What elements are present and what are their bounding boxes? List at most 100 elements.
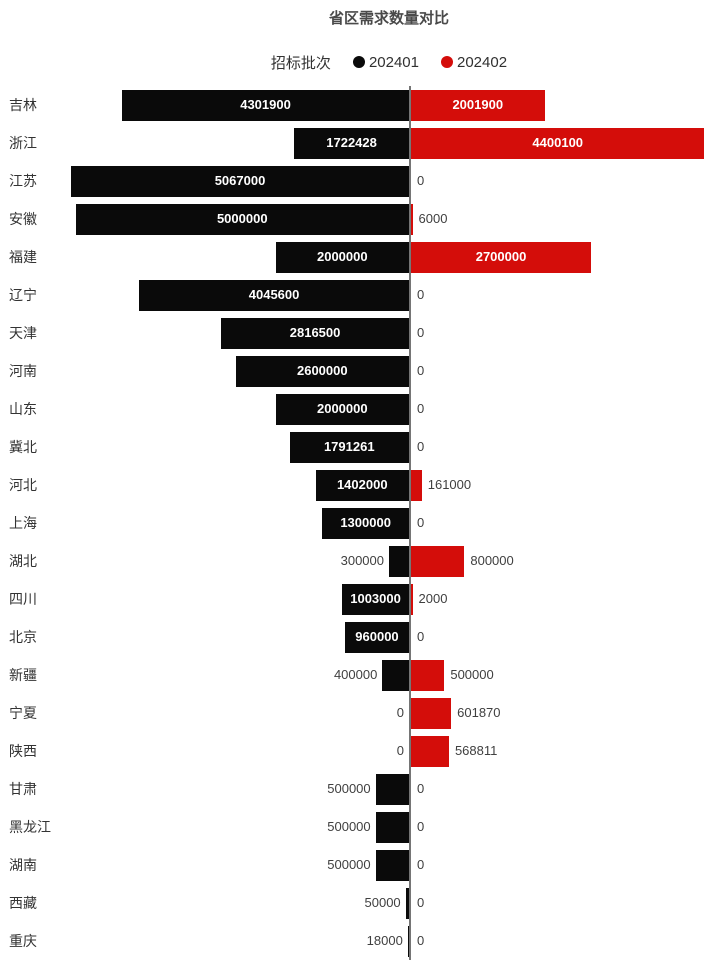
plot-area: 0 568811 [60,732,714,770]
bar-row: 重庆 18000 0 [0,922,714,960]
category-label: 江苏 [9,173,37,189]
value-label-right: 0 [417,857,425,872]
value-label-left: 1003000 [350,591,401,606]
bar-row: 陕西 0 568811 [0,732,714,770]
bar-202402[interactable] [411,241,592,273]
bar-202402[interactable] [411,203,413,235]
value-label-right: 0 [417,933,425,948]
bar-row: 湖北 300000 800000 [0,542,714,580]
bar-202402[interactable] [411,583,413,615]
category-label: 湖南 [9,857,37,873]
bar-202401[interactable] [344,621,409,653]
category-label: 西藏 [9,895,37,911]
bar-row: 江苏 5067000 0 [0,162,714,200]
category-label: 新疆 [9,667,37,683]
bar-row: 天津 2816500 0 [0,314,714,352]
legend-item-202402[interactable]: 202402 [441,54,507,71]
legend-item-202401[interactable]: 202401 [352,54,419,71]
bar-202401[interactable] [322,507,409,539]
value-label-left: 18000 [366,933,403,948]
value-label-left: 300000 [340,553,384,568]
plot-area: 2600000 0 [60,352,714,390]
legend-swatch-black-icon [352,56,365,68]
category-label: 黑龙江 [9,819,51,835]
bar-202402[interactable] [411,545,465,577]
bar-202401[interactable] [75,203,409,235]
value-label-right: 0 [417,325,425,340]
bar-202401[interactable] [389,545,409,577]
value-label-left: 0 [396,743,404,758]
bar-202401[interactable] [375,773,409,805]
legend-swatch-red-icon [441,56,453,68]
bar-202401[interactable] [405,887,409,919]
bar-202401[interactable] [382,659,409,691]
axis-line [409,86,411,960]
category-label: 福建 [9,249,37,265]
bar-202401[interactable] [407,925,409,957]
plot-area: 1791261 0 [60,428,714,466]
value-label-left: 2000000 [316,249,368,264]
bar-row: 吉林 4301900 2001900 [0,86,714,124]
bar-row: 四川 1003000 2000 [0,580,714,618]
bar-202402[interactable] [411,697,452,729]
value-label-left: 1722428 [326,135,377,150]
bar-row: 甘肃 500000 0 [0,770,714,808]
value-label-left: 5067000 [214,173,266,188]
legend-label: 202402 [457,53,508,71]
bar-202402[interactable] [411,735,449,767]
bar-202402[interactable] [411,659,445,691]
plot-area: 0 601870 [60,694,714,732]
bar-row: 冀北 1791261 0 [0,428,714,466]
bar-202401[interactable] [315,469,409,501]
bar-202402[interactable] [411,89,545,121]
bar-202401[interactable] [289,431,409,463]
category-label: 河南 [9,363,37,379]
value-label-left: 500000 [327,819,371,834]
diverging-bar-chart: 吉林 4301900 2001900 浙江 1722428 4400100 江苏 506700… [0,86,714,960]
category-label: 陕西 [9,743,37,759]
bar-202401[interactable] [375,811,409,843]
value-label-right: 500000 [450,667,494,682]
bar-202401[interactable] [221,317,409,349]
value-label-left: 2600000 [296,363,348,378]
bar-row: 辽宁 4045600 0 [0,276,714,314]
category-label: 上海 [9,515,37,531]
value-label-right: 2000 [418,591,448,606]
bar-202401[interactable] [275,393,409,425]
value-label-left: 1300000 [340,515,391,530]
bar-202401[interactable] [235,355,409,387]
value-label-right: 0 [417,515,425,530]
category-label: 浙江 [9,135,37,151]
bar-202402[interactable] [411,469,422,501]
plot-area: 1300000 0 [60,504,714,542]
bar-202401[interactable] [294,127,409,159]
bar-202401[interactable] [122,89,409,121]
plot-area: 5067000 0 [60,162,714,200]
category-label: 重庆 [9,933,37,949]
plot-area: 960000 0 [60,618,714,656]
chart-title: 省区需求数量对比 [328,10,449,27]
plot-area: 300000 800000 [60,542,714,580]
value-label-right: 2001900 [452,97,504,112]
legend-title: 招标批次 [270,54,331,72]
value-label-right: 0 [417,287,425,302]
category-label: 吉林 [9,97,37,113]
bar-row: 浙江 1722428 4400100 [0,124,714,162]
category-label: 冀北 [9,439,37,455]
plot-area: 500000 0 [60,770,714,808]
bar-row: 北京 960000 0 [0,618,714,656]
bar-row: 黑龙江 500000 0 [0,808,714,846]
plot-area: 500000 0 [60,808,714,846]
bar-202401[interactable] [139,279,409,311]
plot-area: 4301900 2001900 [60,86,714,124]
value-label-right: 800000 [470,553,514,568]
bar-202401[interactable] [342,583,409,615]
bar-202401[interactable] [71,165,409,197]
plot-area: 1722428 4400100 [60,124,714,162]
plot-area: 5000000 6000 [60,200,714,238]
value-label-right: 601870 [457,705,501,720]
bar-202402[interactable] [411,127,705,159]
bar-202401[interactable] [375,849,409,881]
bar-202401[interactable] [275,241,409,273]
